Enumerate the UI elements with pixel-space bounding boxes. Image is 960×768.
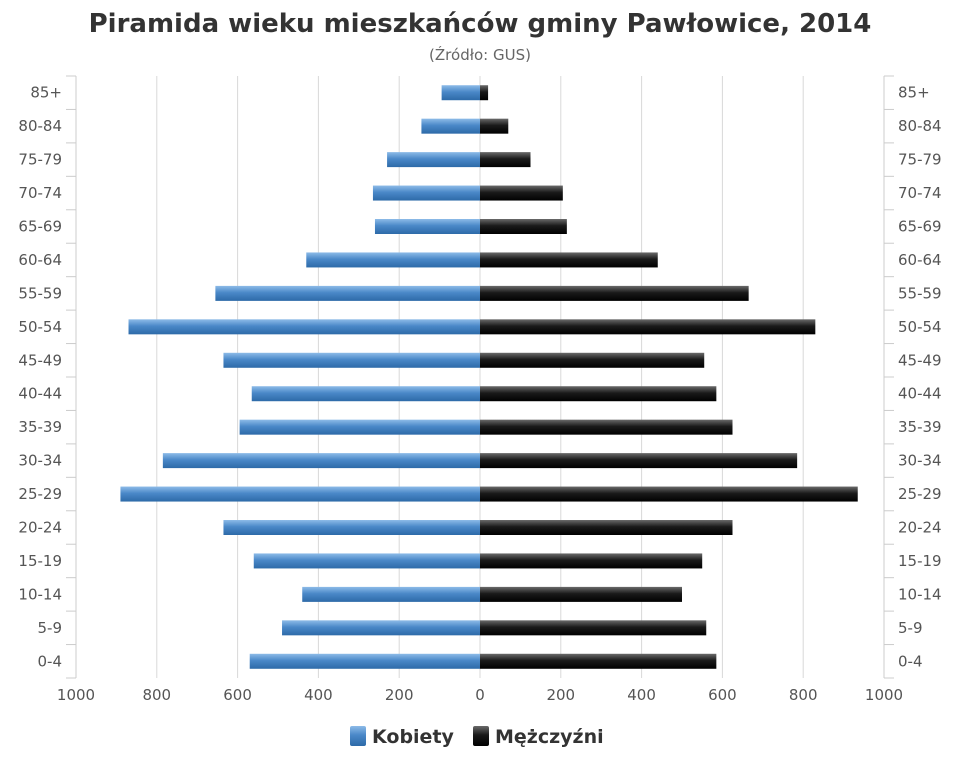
category-label-left: 80-84 — [18, 117, 62, 135]
bar-kobiety[interactable] — [162, 453, 481, 469]
category-label-right: 85+ — [898, 84, 930, 102]
bar-kobiety[interactable] — [302, 586, 480, 602]
bar-mezczyzni[interactable] — [480, 586, 682, 602]
category-label-left: 75-79 — [18, 151, 62, 169]
bar-mezczyzni[interactable] — [480, 486, 858, 502]
tick-labels: 1000 800 600 400 200 0 200 400 600 800 1000 0-4 0-4 5… — [18, 84, 941, 704]
bar-kobiety[interactable] — [387, 152, 480, 168]
bar-kobiety[interactable] — [128, 319, 480, 335]
bar-kobiety[interactable] — [282, 620, 480, 636]
category-label-right: 65-69 — [898, 218, 942, 236]
bar-mezczyzni[interactable] — [480, 520, 733, 535]
bar-mezczyzni[interactable] — [480, 319, 816, 335]
bar-mezczyzni[interactable] — [480, 453, 798, 469]
legend-swatch-kobiety — [350, 726, 366, 746]
x-tick-label: 200 — [385, 686, 414, 704]
x-tick-label: 600 — [708, 686, 737, 704]
category-label-left: 25-29 — [18, 485, 62, 503]
category-label-left: 30-34 — [18, 452, 62, 470]
category-label-right: 45-49 — [898, 351, 942, 369]
gridlines — [156, 76, 804, 678]
bar-kobiety[interactable] — [239, 419, 480, 435]
bars — [120, 85, 858, 669]
legend-item-kobiety[interactable]: Kobiety — [350, 726, 455, 748]
category-label-left: 15-19 — [18, 552, 62, 570]
bar-kobiety[interactable] — [374, 219, 480, 234]
bar-mezczyzni[interactable] — [480, 252, 658, 268]
bar-kobiety[interactable] — [223, 520, 480, 535]
bar-kobiety[interactable] — [249, 653, 480, 669]
category-label-right: 10-14 — [898, 585, 942, 603]
category-label-right: 25-29 — [898, 485, 942, 503]
bar-mezczyzni[interactable] — [480, 219, 567, 234]
x-tick-label: 1000 — [57, 686, 95, 704]
bar-kobiety[interactable] — [251, 386, 480, 402]
category-label-right: 35-39 — [898, 418, 942, 436]
category-label-right: 75-79 — [898, 151, 942, 169]
bar-mezczyzni[interactable] — [480, 85, 489, 101]
category-label-right: 15-19 — [898, 552, 942, 570]
legend-label-mezczyzni: Mężczyźni — [495, 726, 604, 748]
x-tick-label: 800 — [142, 686, 171, 704]
bar-mezczyzni[interactable] — [480, 620, 707, 636]
category-label-left: 5-9 — [38, 619, 63, 637]
x-tick-label: 800 — [789, 686, 818, 704]
bar-mezczyzni[interactable] — [480, 118, 509, 134]
legend-swatch-mezczyzni — [473, 726, 489, 746]
legend-item-mezczyzni[interactable]: Mężczyźni — [473, 726, 604, 748]
bar-kobiety[interactable] — [253, 553, 480, 569]
x-tick-label: 400 — [627, 686, 656, 704]
category-label-left: 0-4 — [38, 652, 63, 670]
bar-kobiety[interactable] — [215, 285, 480, 301]
chart-title: Piramida wieku mieszkańców gminy Pawłowi… — [89, 9, 872, 39]
bar-kobiety[interactable] — [372, 185, 480, 201]
category-label-left: 10-14 — [18, 585, 62, 603]
x-tick-label: 0 — [475, 686, 485, 704]
bar-mezczyzni[interactable] — [480, 352, 705, 368]
category-label-right: 80-84 — [898, 117, 942, 135]
bar-mezczyzni[interactable] — [480, 285, 749, 301]
bar-kobiety[interactable] — [306, 252, 480, 268]
category-label-right: 70-74 — [898, 184, 942, 202]
category-label-left: 70-74 — [18, 184, 62, 202]
category-label-left: 20-24 — [18, 519, 62, 537]
x-tick-label: 600 — [223, 686, 252, 704]
bar-mezczyzni[interactable] — [480, 386, 717, 402]
category-label-left: 85+ — [30, 84, 62, 102]
category-label-left: 45-49 — [18, 351, 62, 369]
bar-mezczyzni[interactable] — [480, 152, 531, 168]
chart-subtitle: (Źródło: GUS) — [429, 45, 531, 64]
axes — [66, 75, 894, 679]
bar-mezczyzni[interactable] — [480, 553, 703, 569]
category-label-right: 55-59 — [898, 284, 942, 302]
category-label-left: 50-54 — [18, 318, 62, 336]
bar-mezczyzni[interactable] — [480, 419, 733, 435]
bar-kobiety[interactable] — [421, 118, 480, 134]
category-label-left: 65-69 — [18, 218, 62, 236]
category-label-right: 30-34 — [898, 452, 942, 470]
bar-mezczyzni[interactable] — [480, 653, 717, 669]
category-label-right: 60-64 — [898, 251, 942, 269]
x-tick-label: 200 — [546, 686, 575, 704]
bar-kobiety[interactable] — [223, 352, 480, 368]
x-tick-label: 400 — [304, 686, 333, 704]
legend: Kobiety Mężczyźni — [350, 726, 604, 748]
category-label-left: 55-59 — [18, 284, 62, 302]
bar-mezczyzni[interactable] — [480, 185, 563, 201]
category-label-left: 35-39 — [18, 418, 62, 436]
category-label-left: 60-64 — [18, 251, 62, 269]
category-label-right: 20-24 — [898, 519, 942, 537]
bar-kobiety[interactable] — [441, 85, 480, 101]
category-label-right: 5-9 — [898, 619, 923, 637]
category-label-right: 0-4 — [898, 652, 923, 670]
x-tick-label: 1000 — [865, 686, 903, 704]
bar-kobiety[interactable] — [120, 486, 480, 502]
category-label-right: 50-54 — [898, 318, 942, 336]
legend-label-kobiety: Kobiety — [372, 726, 455, 748]
category-label-left: 40-44 — [18, 385, 62, 403]
category-label-right: 40-44 — [898, 385, 942, 403]
